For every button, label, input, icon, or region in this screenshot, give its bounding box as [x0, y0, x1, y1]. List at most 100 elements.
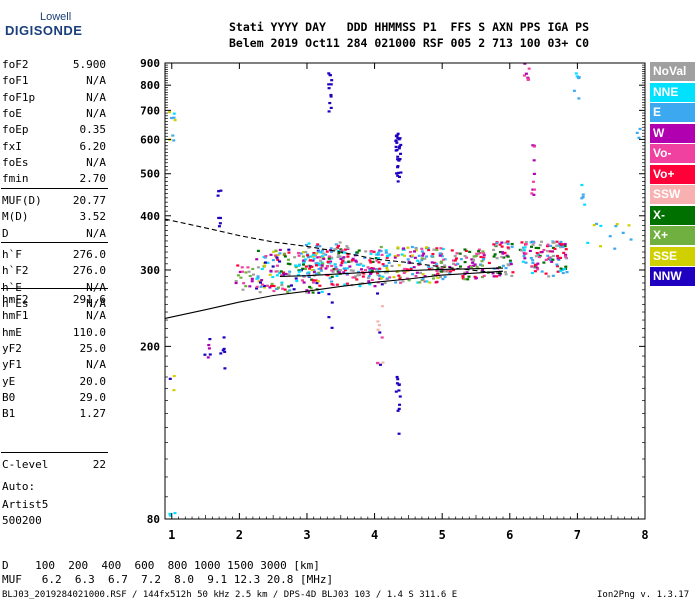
echo-point: [268, 273, 272, 276]
echo-point: [315, 245, 319, 248]
echo-point: [523, 62, 527, 65]
echo-point: [435, 248, 439, 252]
echo-point: [250, 277, 254, 280]
echo-point: [421, 254, 425, 257]
x-tick-label: 7: [574, 528, 581, 542]
echo-point: [371, 260, 375, 264]
echo-point: [442, 258, 446, 261]
echo-point: [397, 432, 401, 435]
echo-point: [386, 269, 390, 272]
echo-point: [458, 265, 462, 268]
echo-point: [397, 383, 401, 386]
echo-point: [217, 225, 221, 228]
echo-point: [338, 255, 342, 258]
echo-point: [329, 83, 333, 86]
echo-point: [510, 274, 514, 278]
echo-point: [532, 172, 536, 176]
echo-point: [533, 188, 537, 191]
echo-point: [385, 254, 389, 258]
echo-point: [534, 246, 538, 250]
echo-point: [524, 261, 528, 264]
param-name: h`Es: [2, 296, 29, 310]
echo-point: [504, 266, 508, 270]
echo-point: [385, 266, 389, 270]
echo-point: [336, 246, 340, 249]
echo-point: [239, 276, 243, 279]
echo-point: [172, 112, 176, 115]
echo-point: [561, 268, 565, 271]
echo-point: [433, 261, 437, 265]
echo-point: [342, 256, 346, 259]
echo-point: [308, 259, 312, 262]
echo-point: [376, 253, 380, 256]
echo-point: [434, 281, 438, 284]
echo-point: [414, 275, 418, 278]
echo-point: [340, 261, 344, 265]
echo-point: [480, 275, 484, 279]
echo-point: [547, 256, 551, 259]
echo-point: [495, 275, 499, 278]
echo-point: [498, 274, 502, 277]
echo-point: [377, 324, 381, 327]
echo-point: [402, 254, 406, 257]
echo-point: [287, 273, 291, 276]
echo-point: [398, 277, 402, 280]
echo-point: [169, 514, 173, 517]
echo-point: [430, 267, 434, 270]
echo-point: [426, 246, 430, 250]
echo-point: [217, 190, 221, 193]
echo-point: [551, 258, 555, 261]
echo-point: [508, 259, 512, 262]
echo-point: [284, 272, 288, 276]
echo-point: [523, 257, 527, 260]
echo-point: [269, 253, 273, 256]
echo-point: [425, 246, 429, 249]
echo-point: [531, 243, 535, 246]
echo-point: [306, 254, 310, 257]
x-axis: 1 2 3 4 5 6 7 8: [168, 63, 649, 542]
x-tick-label: 5: [439, 528, 446, 542]
echo-point: [276, 270, 280, 273]
param-name: h`F: [2, 248, 22, 261]
echo-point: [345, 245, 349, 248]
echo-point: [481, 250, 485, 253]
echo-point: [492, 243, 496, 246]
echo-point: [377, 256, 381, 260]
echo-point: [368, 259, 372, 262]
echo-point: [506, 240, 510, 243]
echo-point: [421, 277, 425, 280]
echo-point: [397, 407, 401, 410]
echo-point: [381, 361, 385, 364]
echo-point: [172, 116, 176, 119]
echo-point: [509, 263, 513, 266]
echo-point: [334, 265, 338, 269]
legend-item-e: E: [650, 103, 695, 122]
echo-point: [556, 257, 560, 260]
echo-point: [290, 284, 294, 287]
echo-point: [348, 265, 352, 268]
param-value: N/A: [86, 155, 106, 169]
echo-point: [367, 280, 371, 283]
echo-point: [297, 254, 301, 257]
echo-point: [336, 268, 340, 271]
echo-point: [260, 279, 264, 282]
param-value: 2.70: [79, 172, 107, 186]
echo-point: [375, 259, 379, 262]
echo-point: [398, 137, 402, 140]
echo-point: [393, 254, 397, 258]
echo-point: [260, 283, 264, 286]
echo-point: [555, 263, 559, 266]
echo-point: [448, 271, 452, 274]
echo-point: [379, 277, 383, 280]
header-line2: Belem 2019 Oct11 284 021000 RSF 005 2 71…: [229, 36, 590, 50]
echo-point: [545, 245, 549, 248]
echo-point: [402, 271, 406, 275]
echo-point: [355, 251, 359, 254]
echo-point: [594, 222, 598, 226]
echo-point: [248, 274, 252, 278]
echo-point: [173, 511, 177, 515]
echo-point: [438, 254, 442, 257]
echo-point: [402, 247, 406, 250]
echo-point: [396, 246, 400, 249]
echo-point: [556, 270, 560, 273]
